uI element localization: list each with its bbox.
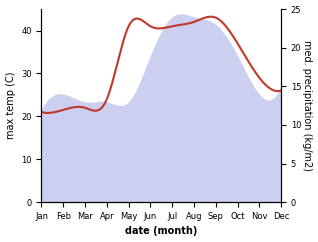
Y-axis label: max temp (C): max temp (C) xyxy=(5,72,16,139)
Y-axis label: med. precipitation (kg/m2): med. precipitation (kg/m2) xyxy=(302,40,313,171)
X-axis label: date (month): date (month) xyxy=(125,227,197,236)
